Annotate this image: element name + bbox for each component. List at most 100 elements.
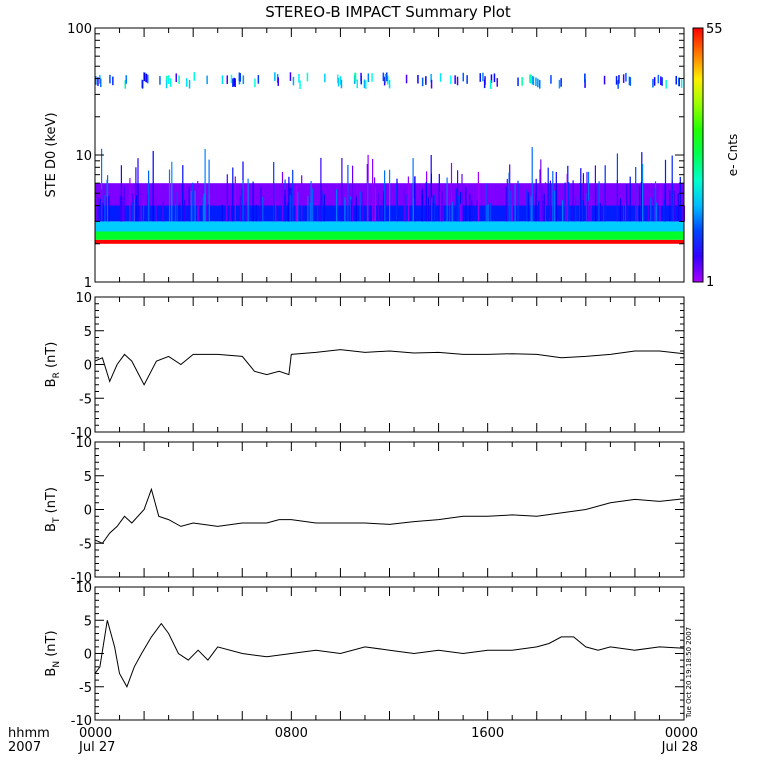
spectrogram-spike [208, 159, 210, 222]
spectrogram-spike [148, 170, 150, 222]
spectrogram-band [100, 78, 102, 88]
spectrogram-spike [255, 204, 257, 222]
spectrogram-spike [320, 157, 322, 222]
spectrogram-spike [549, 180, 551, 222]
spectrogram-spike [102, 202, 104, 222]
spectrogram-spike [427, 197, 429, 222]
spectrogram-band [238, 72, 241, 82]
spectrogram-spike [526, 189, 528, 222]
spectrogram-spike [446, 177, 448, 222]
spectrogram-spike [656, 202, 658, 222]
spectrogram-spike [448, 203, 451, 222]
spectrogram-band [257, 75, 260, 84]
spectrogram-spike [152, 150, 154, 222]
spectrogram-band [657, 74, 660, 84]
panel-trace [94, 620, 685, 688]
spectrogram-spike [555, 172, 557, 222]
spectrogram-band [178, 75, 180, 84]
spectrogram-band [159, 76, 161, 85]
spectrogram-band [254, 78, 256, 88]
spectrogram-band [387, 75, 389, 85]
spectrogram-spike [321, 191, 323, 222]
spectrogram-spike [599, 203, 601, 222]
spectrogram-spike [650, 197, 652, 222]
spectrogram-spike [677, 193, 679, 222]
spectrogram-spike [194, 190, 196, 222]
panel-ylabel-main: B [44, 523, 59, 532]
spectrogram-band [462, 72, 464, 82]
spectrogram-spike [359, 191, 361, 222]
spectrogram-spike [547, 167, 549, 222]
panel-ytick-label: 10 [75, 436, 92, 451]
spectrogram-spike [588, 171, 590, 222]
spectrogram-band [175, 73, 177, 82]
spectrogram-spike [514, 184, 516, 222]
spectrogram-spike [362, 192, 364, 222]
spectrogram-spike [176, 192, 178, 222]
spectrogram-spike [619, 198, 622, 222]
spectrogram-band [226, 75, 228, 84]
spectrogram-band [430, 73, 432, 83]
spectrogram-spike [679, 176, 681, 222]
spectrogram-spike [671, 155, 673, 222]
spectrogram-band [530, 74, 532, 84]
xaxis-tick-label: 0000 [665, 726, 698, 741]
spectrogram-spike [572, 180, 574, 222]
spectrogram-spike [310, 181, 312, 222]
spectrogram-spike [273, 162, 275, 222]
panel-ytick-label: 5 [84, 614, 92, 629]
spectrogram-band [365, 80, 367, 89]
spectrogram-spike [383, 191, 385, 222]
spectrogram-spike [347, 164, 349, 222]
spectrogram-spike [564, 182, 566, 222]
panel-ytick-label: 0 [84, 359, 92, 374]
spectrogram-spike [323, 194, 325, 222]
spectrogram-frame [94, 27, 685, 283]
spectrogram-spike [290, 187, 292, 222]
spectrogram-spike [598, 181, 600, 222]
spectrogram-spike [225, 204, 228, 222]
spectrogram-spike [539, 169, 541, 222]
spectrogram-band [629, 77, 632, 86]
spectrogram-spike [554, 190, 556, 222]
spectrogram-band [230, 74, 233, 84]
spectrogram-band [356, 79, 358, 89]
spectrogram-band [289, 72, 292, 81]
spectrogram-spike [669, 190, 671, 222]
spectrogram-spike [562, 200, 564, 222]
spectrogram-spike [284, 195, 286, 222]
spectrogram-spike [469, 194, 471, 222]
spectrogram-spike [381, 199, 383, 222]
spectrogram-spike [190, 190, 192, 222]
spectrogram-spike [422, 194, 424, 222]
spectrogram-spike [535, 193, 537, 222]
spectrogram-spike [604, 165, 606, 222]
spectrogram-spike [625, 202, 627, 222]
spectrogram-band [168, 75, 170, 84]
spectrogram-spike [384, 184, 386, 222]
spectrogram-spike [247, 178, 249, 222]
panel-frame [94, 441, 685, 578]
spectrogram-spike [517, 180, 519, 222]
spectrogram-spike [207, 204, 209, 222]
spectrogram-band [339, 76, 342, 85]
spectrogram-spike [281, 172, 284, 222]
panel-ylabel-main: B [44, 378, 59, 387]
spectrogram-band [496, 78, 498, 87]
spectrogram-band [188, 79, 191, 89]
spectrogram-band [292, 76, 295, 86]
spectrogram-band [479, 73, 481, 82]
spectrogram-spike [168, 169, 171, 222]
spectrogram-band [532, 76, 535, 86]
spectrogram-spike [540, 159, 542, 222]
spectrogram-spike [226, 174, 228, 222]
panel-ytick-label: 10 [75, 291, 92, 306]
spectrogram-band [678, 77, 680, 87]
spectrogram-spike [289, 194, 291, 222]
spectrogram-spike [568, 182, 570, 222]
spectrogram-spike [260, 187, 262, 222]
spectrogram-spike [221, 204, 223, 222]
spectrogram-band [625, 72, 627, 82]
spectrogram-spike [506, 178, 508, 222]
spectrogram-band [169, 78, 172, 87]
